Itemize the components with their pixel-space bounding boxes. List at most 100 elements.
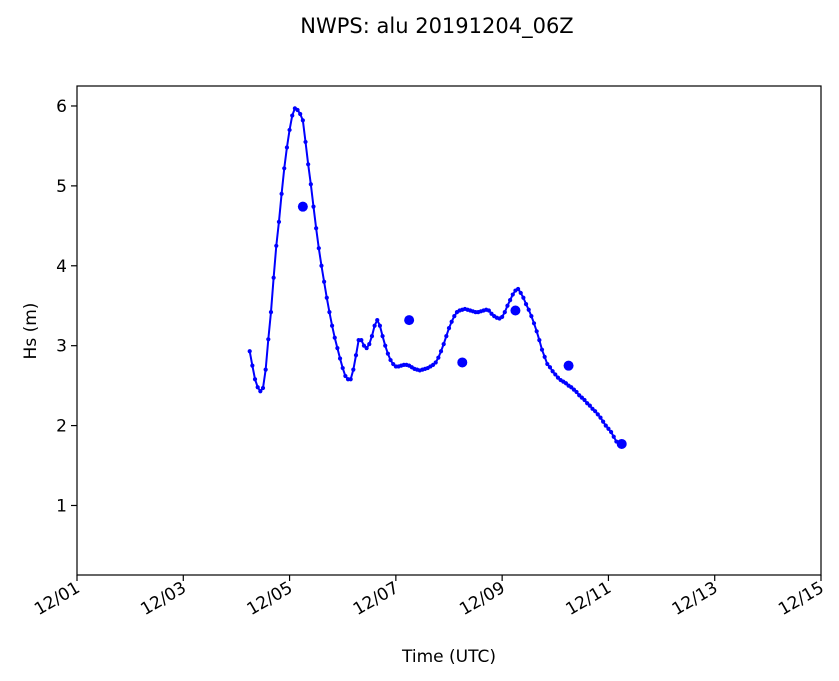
data-point xyxy=(553,372,558,377)
data-point xyxy=(316,246,321,251)
x-tick-label: 12/09 xyxy=(456,578,508,620)
data-point xyxy=(593,409,598,414)
data-point xyxy=(369,333,375,339)
y-tick-label: 6 xyxy=(56,97,67,117)
data-point xyxy=(255,385,260,390)
data-point xyxy=(282,166,287,171)
data-point xyxy=(515,286,521,292)
data-point xyxy=(324,295,329,300)
data-point xyxy=(500,314,505,320)
data-point xyxy=(542,354,547,359)
data-point xyxy=(284,145,290,150)
data-point xyxy=(359,337,364,343)
x-tick-label: 12/05 xyxy=(244,578,296,620)
y-axis: 1 2 3 4 5 6 xyxy=(56,97,77,516)
data-point xyxy=(545,361,550,367)
data-point xyxy=(521,295,526,300)
data-point xyxy=(263,367,268,372)
series-layer xyxy=(247,106,627,449)
data-point xyxy=(508,298,513,303)
data-point xyxy=(271,275,276,280)
data-point xyxy=(274,243,279,248)
x-axis: 12/01 12/03 12/05 12/07 12/09 12/11 12/13 12/15 xyxy=(31,575,828,620)
data-point xyxy=(375,318,380,323)
data-point xyxy=(329,323,335,328)
data-point xyxy=(298,111,303,117)
data-point xyxy=(537,337,542,343)
data-point xyxy=(601,419,606,424)
data-point xyxy=(377,323,383,328)
data-point xyxy=(268,310,274,315)
data-point xyxy=(335,345,340,351)
data-point xyxy=(290,113,295,118)
data-point xyxy=(319,263,324,268)
data-point xyxy=(258,389,263,394)
data-point xyxy=(260,385,266,391)
data-point xyxy=(598,415,603,420)
data-point xyxy=(252,377,258,382)
data-point xyxy=(287,127,292,133)
data-point xyxy=(303,139,308,145)
data-point xyxy=(308,182,313,187)
x-tick-label: 12/01 xyxy=(31,578,83,620)
data-point xyxy=(300,118,305,123)
y-tick-label: 4 xyxy=(56,257,67,277)
data-point xyxy=(547,365,553,370)
y-tick-label: 2 xyxy=(56,417,67,437)
x-tick-label: 12/07 xyxy=(350,578,402,620)
data-point xyxy=(611,434,616,439)
data-point xyxy=(539,347,545,352)
y-tick-label: 5 xyxy=(56,177,67,197)
data-point xyxy=(587,403,592,408)
y-tick-label: 3 xyxy=(56,337,67,357)
data-point xyxy=(502,310,507,315)
highlight-point xyxy=(510,305,521,316)
highlight-point xyxy=(404,315,415,326)
data-point xyxy=(433,360,438,365)
data-point xyxy=(441,341,446,347)
data-point xyxy=(449,319,454,324)
data-point xyxy=(337,356,343,361)
data-point xyxy=(332,335,337,340)
data-point xyxy=(505,303,510,308)
chart-title: NWPS: alu 20191204_06Z xyxy=(300,14,573,39)
data-point xyxy=(531,321,537,326)
data-point xyxy=(367,341,372,347)
data-point xyxy=(526,307,531,312)
data-point xyxy=(550,369,555,374)
data-point xyxy=(250,363,255,368)
highlight-point xyxy=(457,357,468,368)
y-tick-label: 1 xyxy=(56,496,67,516)
data-point xyxy=(311,204,316,209)
data-point xyxy=(276,219,282,224)
data-point xyxy=(322,279,327,284)
data-point xyxy=(574,389,579,395)
data-point xyxy=(608,429,614,435)
x-tick-label: 12/03 xyxy=(137,578,189,620)
highlight-point xyxy=(616,438,627,449)
data-point xyxy=(295,107,300,113)
data-point xyxy=(372,323,377,328)
data-point xyxy=(518,290,523,296)
data-point xyxy=(388,357,393,363)
x-tick-label: 12/15 xyxy=(775,578,827,620)
highlight-point xyxy=(297,201,308,212)
data-point xyxy=(266,337,271,342)
data-point xyxy=(247,349,252,354)
data-point xyxy=(595,412,600,417)
data-point xyxy=(510,292,515,297)
data-point xyxy=(486,308,491,313)
data-point xyxy=(444,333,449,339)
y-axis-label: Hs (m) xyxy=(21,303,41,360)
data-point xyxy=(446,326,452,331)
data-point xyxy=(343,373,348,379)
data-point xyxy=(383,343,388,348)
data-point xyxy=(348,377,353,382)
data-point xyxy=(314,226,319,231)
data-point xyxy=(452,314,457,319)
data-point xyxy=(364,345,369,351)
data-point xyxy=(351,367,356,372)
data-point xyxy=(306,162,311,167)
data-point xyxy=(603,423,608,428)
